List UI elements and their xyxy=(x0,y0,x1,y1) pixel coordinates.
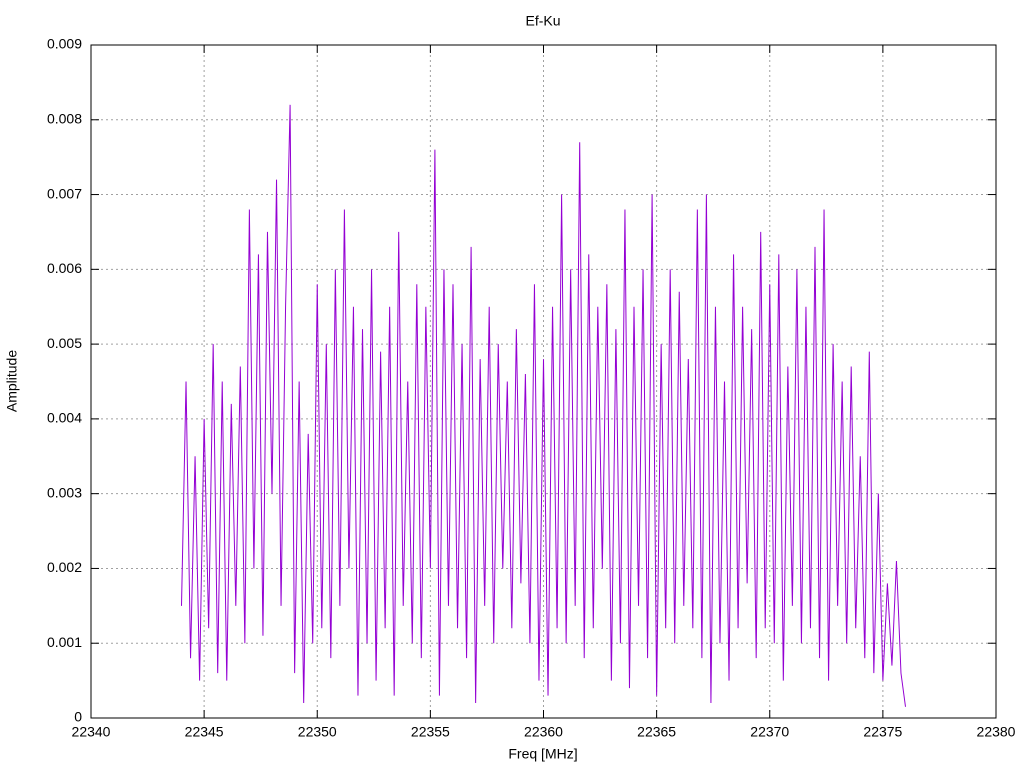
data-line xyxy=(181,104,906,707)
plot-border xyxy=(90,44,997,719)
chart-title: Ef-Ku xyxy=(525,13,560,29)
x-tick-label: 22375 xyxy=(863,724,902,740)
y-tick-label: 0.001 xyxy=(47,634,82,650)
y-tick-label: 0.008 xyxy=(47,110,82,126)
x-tick-label: 22340 xyxy=(72,724,111,740)
y-tick-label: 0.003 xyxy=(47,484,82,500)
x-tick-label: 22345 xyxy=(185,724,224,740)
y-tick-label: 0 xyxy=(74,709,82,725)
x-tick-label: 22370 xyxy=(750,724,789,740)
x-tick-label: 22380 xyxy=(977,724,1016,740)
x-tick-label: 22365 xyxy=(637,724,676,740)
y-tick-label: 0.005 xyxy=(47,335,82,351)
y-tick-label: 0.004 xyxy=(47,410,82,426)
x-tick-label: 22355 xyxy=(411,724,450,740)
y-tick-label: 0.007 xyxy=(47,185,82,201)
y-tick-label: 0.006 xyxy=(47,260,82,276)
y-axis-label: Amplitude xyxy=(4,350,20,412)
x-axis-label: Freq [MHz] xyxy=(508,746,577,762)
x-tick-label: 22360 xyxy=(524,724,563,740)
x-tick-label: 22350 xyxy=(298,724,337,740)
y-tick-label: 0.009 xyxy=(47,36,82,52)
y-tick-label: 0.002 xyxy=(47,559,82,575)
